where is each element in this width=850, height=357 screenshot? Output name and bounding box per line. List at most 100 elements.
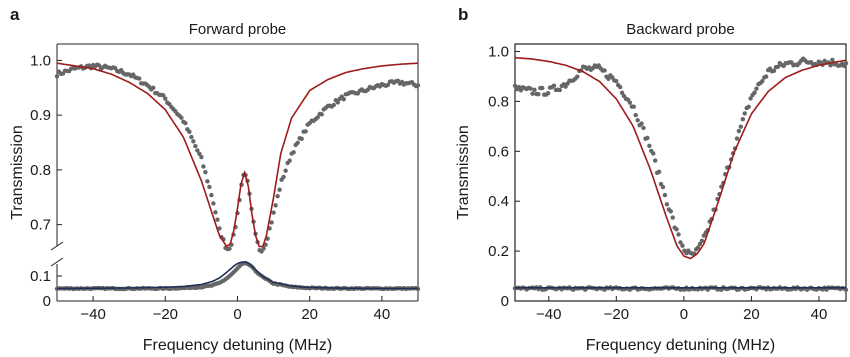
data-point — [516, 84, 522, 90]
data-point — [530, 91, 535, 96]
data-point — [532, 87, 537, 92]
data-point — [746, 104, 751, 110]
data-point — [299, 136, 304, 142]
data-point — [575, 74, 580, 79]
data-point — [215, 217, 220, 222]
x-tick-label: 40 — [374, 306, 391, 323]
data-point — [213, 210, 218, 215]
axis-break-mark — [50, 241, 64, 251]
data-point — [528, 86, 533, 91]
data-point — [271, 210, 276, 215]
data-point — [512, 83, 518, 88]
data-point — [763, 74, 769, 79]
data-point — [291, 150, 296, 155]
y-axis-label: Transmission — [9, 125, 26, 220]
data-point — [536, 92, 541, 97]
x-tick-label: −40 — [536, 306, 561, 323]
data-point — [631, 104, 636, 109]
y-tick-label: 0.2 — [488, 243, 509, 260]
y-tick-label: 0.8 — [30, 162, 51, 179]
data-point — [748, 96, 753, 101]
data-point — [738, 124, 744, 129]
data-point — [341, 97, 346, 102]
y-tick-label: 0.8 — [488, 93, 509, 110]
data-point — [163, 96, 168, 101]
data-point — [606, 76, 611, 82]
data-point — [269, 220, 274, 225]
data-point — [315, 115, 320, 120]
data-point — [415, 83, 421, 88]
data-point — [545, 90, 551, 96]
y-tick-label: 1.0 — [488, 43, 509, 60]
data-point — [551, 83, 557, 88]
data-point — [614, 78, 619, 84]
data-point — [651, 151, 656, 156]
data-point — [740, 117, 746, 122]
x-tick-label: −20 — [153, 306, 178, 323]
data-point — [736, 128, 742, 134]
data-point — [645, 135, 650, 141]
data-point — [830, 57, 835, 63]
data-point — [335, 100, 340, 105]
y-tick-label: 1.0 — [30, 52, 51, 69]
x-tick-label: 0 — [680, 306, 688, 323]
data-point — [137, 76, 142, 81]
data-point — [191, 139, 196, 144]
data-point — [207, 184, 212, 190]
data-point — [540, 85, 545, 91]
data-point — [303, 129, 308, 134]
x-tick-label: 40 — [811, 306, 828, 323]
fit-line-reflection — [57, 261, 418, 290]
axis-frame — [514, 43, 847, 302]
x-tick-label: 0 — [233, 306, 241, 323]
axis-break-mark — [50, 257, 64, 267]
data-point — [619, 90, 625, 95]
data-point — [635, 118, 640, 123]
data-point — [54, 74, 60, 79]
fit-line-transmission — [56, 62, 419, 248]
y-tick-label: 0 — [43, 293, 51, 310]
data-point — [752, 90, 757, 95]
data-point — [652, 158, 658, 163]
data-points — [54, 260, 421, 292]
data-point — [319, 112, 324, 117]
x-axis-label: Frequency detuning (MHz) — [586, 337, 775, 354]
y-tick-label: 0.1 — [30, 268, 51, 285]
data-point — [695, 245, 701, 250]
data-point — [828, 63, 833, 68]
data-point — [227, 246, 232, 251]
data-point — [699, 238, 705, 243]
data-point — [193, 143, 198, 149]
data-point — [161, 93, 166, 98]
data-point — [205, 179, 210, 184]
data-point — [277, 187, 282, 192]
data-point — [183, 120, 188, 126]
data-points — [512, 56, 849, 256]
data-point — [201, 164, 206, 169]
data-point — [660, 184, 666, 190]
data-point — [742, 111, 747, 116]
data-point — [199, 154, 204, 160]
data-point — [217, 226, 222, 231]
y-tick-label: 0.4 — [488, 193, 509, 210]
data-point — [627, 100, 633, 105]
x-axis-label: Frequency detuning (MHz) — [143, 337, 332, 354]
y-tick-label: 0.7 — [30, 217, 51, 234]
data-points — [54, 62, 421, 254]
data-point — [775, 64, 781, 70]
data-point — [96, 63, 102, 68]
data-point — [760, 79, 765, 84]
data-point — [641, 125, 646, 131]
data-point — [670, 215, 675, 220]
data-point — [678, 240, 683, 245]
x-tick-label: −40 — [80, 306, 105, 323]
data-point — [617, 84, 623, 90]
data-point — [680, 243, 685, 248]
chart-title: Forward probe — [189, 21, 287, 38]
y-tick-label: 0.6 — [488, 143, 509, 160]
data-point — [843, 60, 849, 66]
panel-label: b — [458, 5, 468, 24]
y-tick-label: 0.9 — [30, 107, 51, 124]
data-point — [261, 246, 266, 251]
